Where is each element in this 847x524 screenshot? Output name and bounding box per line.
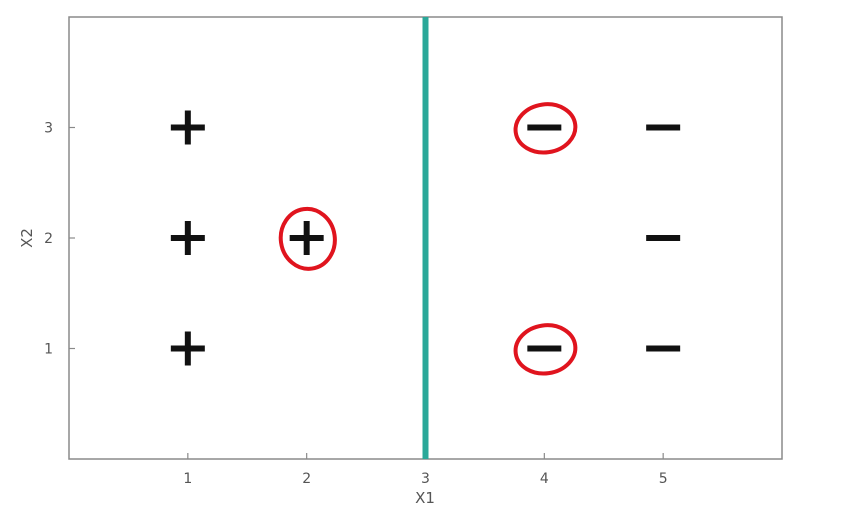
- support-vector-circle: [513, 323, 578, 376]
- x-tick-label: 2: [302, 471, 311, 487]
- y-tick-label: 2: [44, 231, 53, 247]
- x-axis-label: X1: [415, 489, 435, 507]
- x-tick-label: 1: [183, 471, 192, 487]
- minus-point: [513, 102, 578, 155]
- plus-point: [170, 110, 205, 145]
- support-vector-circle: [278, 206, 337, 271]
- x-tick-label: 3: [421, 471, 430, 487]
- support-vector-circle: [513, 102, 578, 155]
- y-axis-label: X2: [18, 228, 36, 248]
- y-tick-label: 3: [44, 121, 53, 137]
- x-tick-label: 5: [659, 471, 668, 487]
- y-tick-label: 1: [44, 342, 53, 358]
- axis-ticks: [69, 126, 664, 459]
- tick-labels: 1 2 3 4 5 1 2 3: [44, 121, 668, 488]
- minus-point: [513, 323, 578, 376]
- plus-point: [170, 221, 205, 255]
- plus-point: [278, 206, 337, 271]
- plus-point: [170, 331, 205, 366]
- data-points: [170, 102, 681, 376]
- x-tick-label: 4: [540, 471, 549, 487]
